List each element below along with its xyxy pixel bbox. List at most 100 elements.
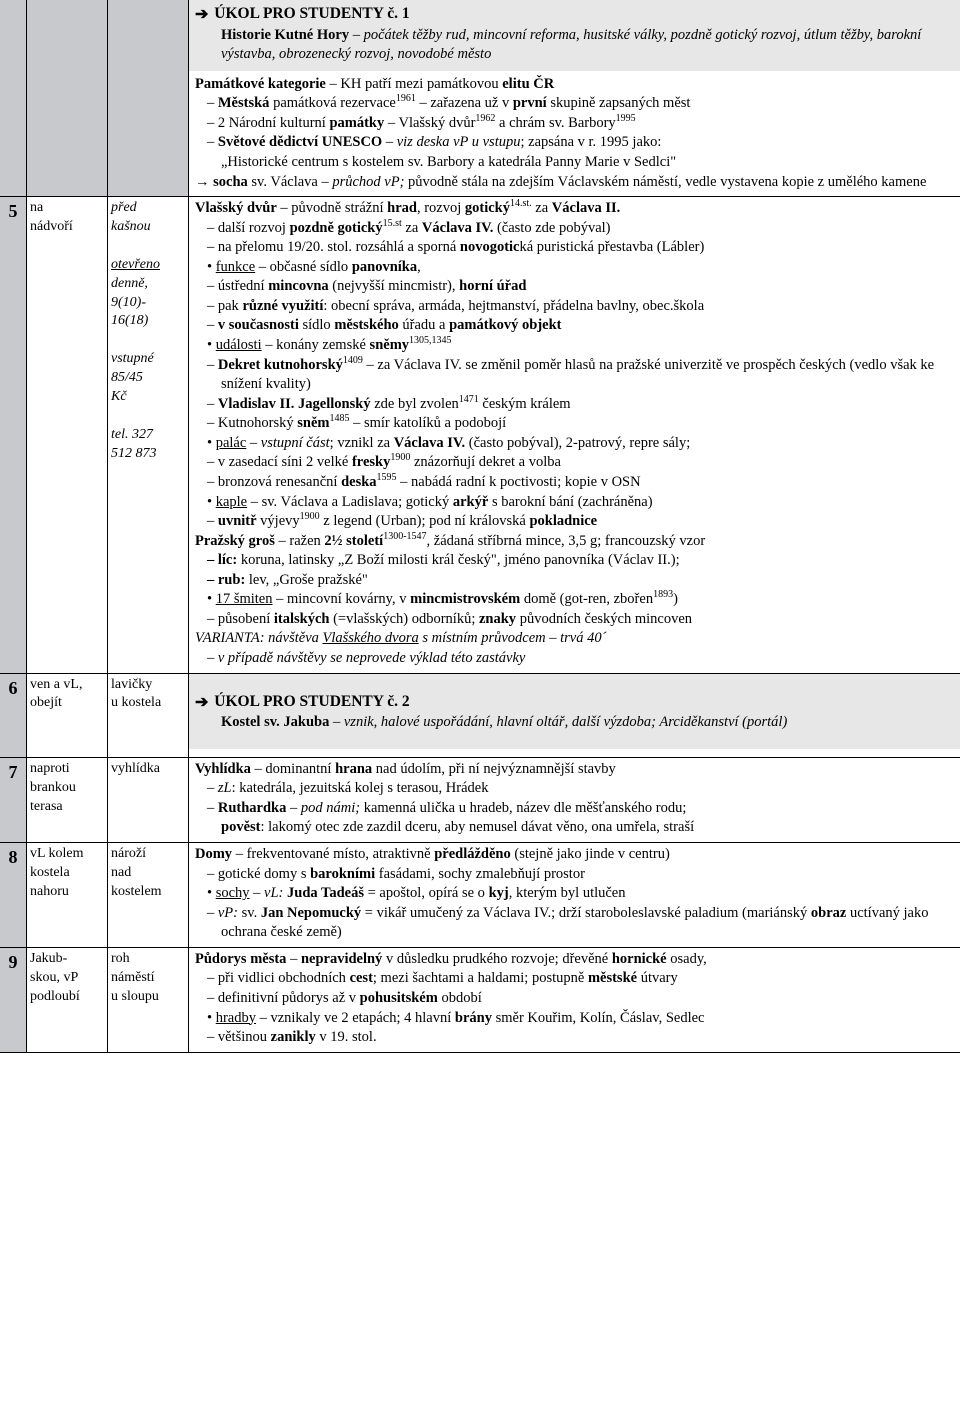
t: Jan Nepomucký [261, 905, 361, 921]
t: „Historické centrum s kostelem sv. Barbo… [221, 154, 676, 170]
t: za [402, 220, 422, 236]
sup: 14.st. [510, 198, 532, 209]
t: barokními [310, 866, 375, 882]
t: – vznikaly ve 2 etapách; 4 hlavní [256, 1010, 455, 1026]
pk-l2: 2 Národní kulturní památky – Vlašský dvů… [195, 114, 952, 134]
t: úřadu a [399, 317, 449, 333]
t: pak [218, 298, 243, 314]
t: – Vlašský dvůr [384, 115, 475, 131]
ukol-2-head: ➔ ÚKOL PRO STUDENTY č. 2 [195, 692, 952, 714]
t: průchod vP; [332, 174, 404, 190]
pk-block: Památkové kategorie – KH patří mezi pamá… [195, 75, 952, 192]
row-main: Domy – frekventované místo, atraktivně p… [189, 843, 960, 947]
variant2: v případě návštěvy se neprovede výklad t… [195, 649, 952, 669]
t: – nabádá radní k poctivosti; kopie v OSN [397, 474, 641, 490]
t: osady, [667, 951, 707, 967]
vd-5: ústřední mincovna (nejvyšší mincmistr), … [195, 277, 952, 297]
t: zde byl zvolen [371, 396, 459, 412]
t: s místním průvodcem – trvá 40´ [419, 630, 607, 646]
variant: VARIANTA: návštěva Vlašského dvora s mís… [195, 629, 952, 649]
t: skupině zapsaných měst [547, 95, 691, 111]
pg-ital: působení italských (=vlašských) odborník… [195, 610, 952, 630]
t: : obecní správa, armáda, hejtmanství, př… [323, 298, 704, 314]
t: definitivní půdorys až v [218, 990, 360, 1006]
vd-6: pak různé využití: obecní správa, armáda… [195, 297, 952, 317]
sup: 1893 [653, 590, 673, 601]
t: a chrám sv. Barbory [495, 115, 615, 131]
vd-7: v současnosti sídlo městského úřadu a pa… [195, 316, 952, 336]
vd-4: funkce – občasné sídlo panovníka, [195, 258, 952, 278]
t: nad údolím, při ní nejvýznamnější stavby [372, 761, 616, 777]
t: různé využití [242, 298, 323, 314]
t: koruna, latinsky „Z Boží milosti král če… [237, 552, 679, 568]
t: Domy [195, 846, 232, 862]
t: Pražský groš [195, 533, 275, 549]
t: gotické domy s [218, 866, 310, 882]
t: – původně strážní [277, 200, 387, 216]
vd-13: v zasedací síni 2 velké fresky1900 znázo… [195, 453, 952, 473]
t: s barokní bání (zachráněna) [488, 494, 652, 510]
t: pod námi; [301, 800, 360, 816]
t: , [417, 259, 421, 275]
t: hornické [612, 951, 667, 967]
v7-zl: zL: katedrála, jezuitská kolej s terasou… [195, 779, 952, 799]
pg-smit: 17 šmiten – mincovní kovárny, v mincmist… [195, 590, 952, 610]
t: působení [218, 611, 274, 627]
ukol1-body: Historie Kutné Hory – počátek těžby rud,… [195, 26, 952, 65]
row-main: Vlašský dvůr – původně strážní hrad, roz… [189, 197, 960, 673]
t: na přelomu 19/20. stol. rozsáhlá a sporn… [218, 239, 460, 255]
vd-2: další rozvoj pozdně gotický15.st za Václ… [195, 219, 952, 239]
sup: 1900 [390, 453, 410, 464]
t: sídlo [299, 317, 334, 333]
row-num [0, 0, 27, 196]
t: líc: [218, 552, 237, 568]
t: – vznik, halové uspořádání, hlavní oltář… [329, 714, 787, 730]
t: Juda Tadeáš [283, 885, 364, 901]
t: – ražen [275, 533, 325, 549]
t: další rozvoj [218, 220, 290, 236]
t: znaky [479, 611, 516, 627]
row-num: 9 [0, 948, 27, 1052]
t: lev, „Groše pražské" [245, 572, 368, 588]
t: domě (got-ren, zbořen [520, 591, 653, 607]
t: – zařazena už v [416, 95, 513, 111]
row-num: 6 [0, 674, 27, 757]
sup: 1595 [377, 472, 397, 483]
t: (=vlašských) odborníků; [329, 611, 479, 627]
row-det: před kašnou otevřeno denně, 9(10)- 16(18… [108, 197, 189, 673]
t: – frekventované místo, atraktivně [232, 846, 434, 862]
t: Světové dědictví UNESCO [218, 134, 382, 150]
row-intro: ➔ ÚKOL PRO STUDENTY č. 1 Historie Kutné … [0, 0, 960, 196]
t: ; vznikl za [330, 435, 394, 451]
t: funkce [216, 259, 255, 275]
t: v současnosti [218, 317, 299, 333]
t: nepravidelný [301, 951, 382, 967]
t: památková rezervace [269, 95, 395, 111]
ukol1-text: Historie Kutné Hory [221, 27, 349, 43]
t: hrad [387, 200, 417, 216]
pk-l3: Světové dědictví UNESCO – viz deska vP u… [195, 133, 952, 153]
vd-12: palác – vstupní část; vznikl za Václava … [195, 434, 952, 454]
v7-povest: pověst: lakomý otec zde zazdil dceru, ab… [195, 818, 952, 838]
t: arkýř [453, 494, 488, 510]
row-6: 6 ven a vL, obejít lavičky u kostela ➔ Ú… [0, 673, 960, 757]
ukol2-body: Kostel sv. Jakuba – vznik, halové uspořá… [195, 713, 952, 733]
row-loc: ven a vL, obejít [27, 674, 108, 757]
t: ; zapsána v r. 1995 jako: [520, 134, 661, 150]
t: – sv. Václava a Ladislava; gotický [247, 494, 453, 510]
t: uvnitř [218, 513, 257, 529]
t: , rozvoj [417, 200, 465, 216]
pg-rub: – rub: lev, „Groše pražské" [195, 571, 952, 591]
t: sv. Václava – [248, 174, 333, 190]
t: ; mezi šachtami a haldami; postupně [373, 970, 588, 986]
t: ) [673, 591, 678, 607]
t: v důsledku prudkého rozvoje; dřevěné [382, 951, 612, 967]
t: gotický [465, 200, 510, 216]
t: pověst [221, 819, 260, 835]
t: socha [213, 174, 248, 190]
t: zanikly [271, 1029, 316, 1045]
row-main: Půdorys města – nepravidelný v důsledku … [189, 948, 960, 1052]
t: Václava II. [552, 200, 620, 216]
row-5: 5 na nádvoří před kašnou otevřeno denně,… [0, 196, 960, 673]
t: Kostel sv. Jakuba [221, 714, 329, 730]
